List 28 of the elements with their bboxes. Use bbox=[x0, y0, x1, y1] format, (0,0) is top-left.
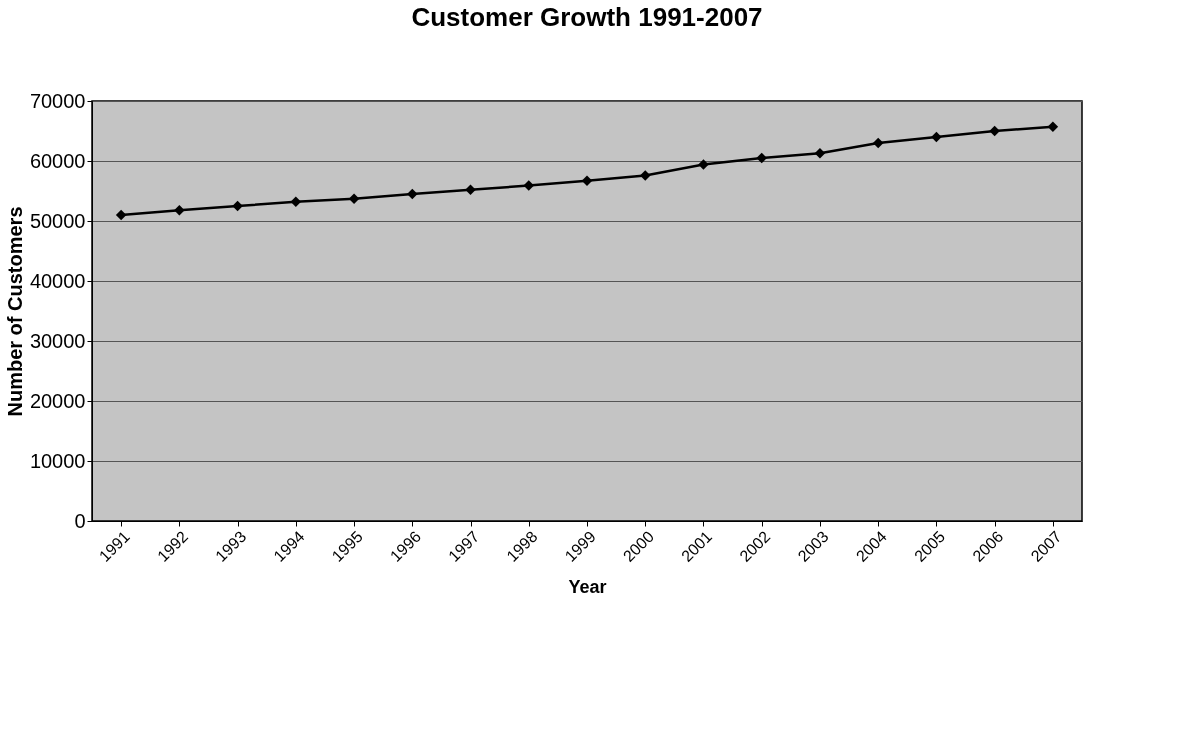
chart-title: Customer Growth 1991-2007 bbox=[411, 2, 763, 32]
point bbox=[407, 188, 418, 200]
point bbox=[872, 137, 884, 149]
point bbox=[931, 131, 942, 143]
y-tick-label: 50000 bbox=[29, 209, 86, 232]
point bbox=[639, 170, 651, 181]
y-tick-label: 10000 bbox=[29, 449, 86, 472]
y-tick-label: 70000 bbox=[29, 89, 86, 112]
x-axis-title: Year bbox=[568, 576, 607, 597]
y-tick-label: 40000 bbox=[29, 269, 86, 292]
point bbox=[232, 200, 243, 212]
point bbox=[698, 159, 709, 170]
point bbox=[1047, 121, 1059, 133]
y-tick-label: 20000 bbox=[29, 389, 86, 412]
point bbox=[115, 209, 127, 221]
point bbox=[465, 184, 476, 196]
point bbox=[348, 193, 360, 205]
point bbox=[814, 147, 826, 159]
point bbox=[290, 196, 302, 208]
point bbox=[581, 175, 593, 187]
y-tick-label: 30000 bbox=[29, 329, 86, 352]
y-axis-title: Number of Customers bbox=[3, 206, 26, 417]
point bbox=[756, 152, 767, 164]
y-tick-label: 60000 bbox=[29, 149, 86, 172]
point bbox=[523, 180, 535, 191]
y-tick-label: 0 bbox=[74, 509, 86, 532]
point bbox=[989, 125, 1000, 137]
point bbox=[174, 204, 185, 216]
